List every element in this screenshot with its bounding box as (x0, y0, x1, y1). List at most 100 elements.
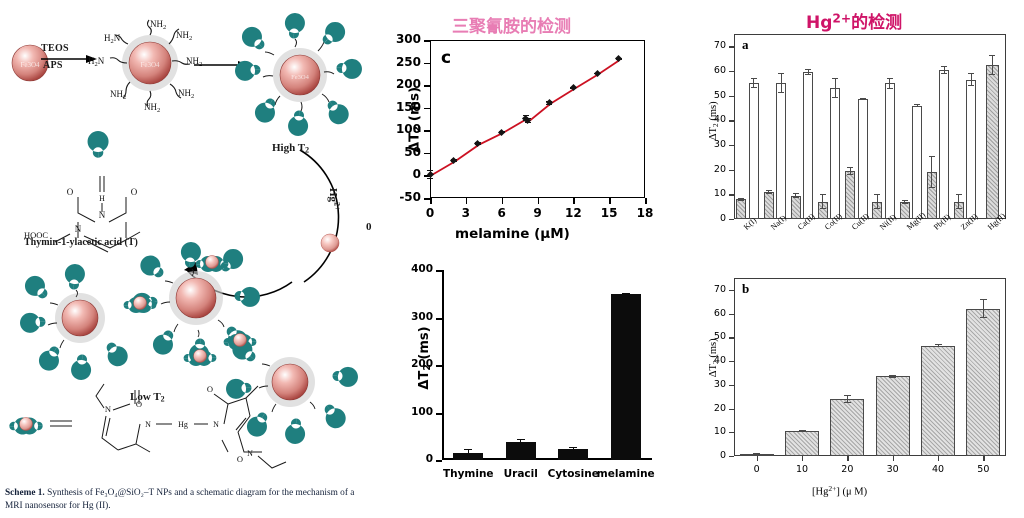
y-tick (729, 120, 734, 122)
y-tick-label: 100 (395, 122, 421, 137)
svg-text:Fe3O4: Fe3O4 (140, 61, 160, 69)
y-tick (729, 46, 734, 48)
bar-shaded (985, 64, 999, 219)
y-tick-label: 50 (713, 331, 726, 343)
ligand-name-label: Thymin-1-ylacetic acid (T) (24, 237, 138, 248)
x-tick-label: 3 (461, 206, 470, 220)
error-bar (516, 439, 525, 442)
error-bar (874, 194, 881, 210)
svg-text:N: N (213, 420, 219, 429)
svg-text:O: O (237, 454, 243, 464)
low-t2-label: Low T2 (130, 391, 165, 404)
bar-shaded (845, 170, 856, 219)
bar (558, 448, 589, 460)
y-tick (729, 219, 734, 221)
x-tick (938, 456, 940, 461)
error-bar (765, 189, 772, 195)
melamine-trend-line (431, 59, 621, 177)
amine-label: NH2 (150, 19, 166, 31)
x-category-label: 50 (977, 464, 990, 475)
svg-text:N: N (145, 420, 151, 429)
bar-open (966, 79, 977, 219)
x-tick (802, 456, 804, 461)
y-tick-label: 0 (412, 167, 421, 182)
concentration-x-axis-title: [Hg2+] (μ M) (812, 484, 868, 498)
x-tick (465, 198, 468, 204)
x-tick-label: 0 (425, 206, 435, 220)
x-category-label: 40 (931, 464, 945, 475)
nucleobase-selectivity-chart: ΔT2 (ms) 0 100 200 300 400 Thymine Uracil Cytos… (396, 263, 686, 514)
y-tick-label: 50 (713, 89, 726, 101)
error-bar (934, 344, 942, 348)
y-tick (436, 365, 442, 367)
x-tick-label: 6 (497, 206, 506, 220)
high-t2-label: High T2 (272, 142, 310, 155)
bar (830, 399, 865, 456)
y-tick-label: 300 (411, 310, 433, 323)
x-category-label: Uracil (503, 468, 538, 480)
y-tick-label: 20 (713, 163, 726, 175)
y-tick (424, 130, 430, 132)
hg-bridge-complex (223, 333, 257, 351)
bar-open (748, 83, 759, 219)
hg-concentration-chart: b ΔT2 (ms) [Hg2+] (μ M) 0 10 20 30 40 50 60 70 0… (692, 272, 1022, 514)
x-category-label: 30 (886, 464, 899, 475)
x-tick (537, 198, 540, 204)
bar-open (884, 83, 895, 219)
bare-nanoparticle: Fe3O4 (11, 44, 49, 82)
y-tick-label: 100 (411, 405, 433, 418)
y-tick (729, 408, 734, 410)
x-tick (430, 198, 432, 204)
y-tick (729, 361, 734, 363)
x-category-label: Cytosine (547, 468, 599, 480)
y-tick (729, 71, 734, 73)
error-bar (955, 194, 962, 210)
svg-text:N: N (247, 449, 253, 458)
x-tick (892, 456, 894, 461)
error-bar (843, 394, 851, 404)
y-tick-label: 300 (395, 32, 421, 46)
concentration-panel-letter: b (742, 281, 750, 296)
y-tick-label: -50 (399, 190, 421, 204)
y-tick-label: 30 (713, 139, 726, 150)
y-tick-label: 40 (713, 355, 726, 367)
error-bar (738, 197, 745, 201)
error-bar (778, 73, 785, 94)
amine-label: NH2 (186, 56, 202, 68)
stray-zero-label: 0 (366, 221, 372, 233)
y-tick-label: 40 (713, 114, 726, 126)
y-tick (729, 384, 734, 386)
y-tick (729, 169, 734, 171)
y-tick (729, 145, 734, 147)
error-bar (968, 72, 975, 87)
scheme-caption: Scheme 1. Synthesis of Fe₃O₄@SiO₂–T NPs … (5, 487, 365, 513)
svg-text:Fe3O4: Fe3O4 (20, 61, 40, 69)
y-tick (436, 317, 442, 320)
thymine-acetic-acid-structure: H N O O N HOOC (24, 131, 141, 253)
metal-ion-selectivity-chart: a ΔT2 (ms) 0 10 20 30 40 50 60 70 K(I) Na(I) Ca(II… (692, 30, 1022, 265)
error-bar (798, 430, 806, 433)
bar-open (776, 83, 787, 219)
bar-open (803, 72, 814, 219)
nucleobase-plot-area (442, 270, 652, 460)
error-bar (901, 199, 908, 205)
amine-label: NH2 (144, 102, 160, 114)
y-tick-label: 0 (425, 453, 433, 465)
svg-text:O: O (207, 384, 213, 394)
bar-open (857, 98, 868, 219)
bar-open (939, 69, 950, 219)
x-tick (756, 456, 758, 461)
error-bar (621, 292, 630, 295)
bar (610, 294, 641, 460)
svg-text:O: O (67, 187, 74, 197)
y-tick-label: 70 (713, 283, 726, 295)
melamine-x-axis-title: melamine (μM) (455, 226, 570, 242)
bar-shaded (763, 191, 774, 219)
melamine-section-title: 三聚氰胺的检测 (452, 17, 571, 37)
error-bar (989, 54, 996, 75)
error-bar (928, 156, 935, 189)
y-tick-label: 10 (713, 426, 726, 438)
x-tick-label: 12 (564, 206, 582, 220)
y-tick-label: 10 (713, 188, 726, 200)
t-functionalized-nanoparticle-high-t2: Fe3O4 (234, 12, 363, 137)
